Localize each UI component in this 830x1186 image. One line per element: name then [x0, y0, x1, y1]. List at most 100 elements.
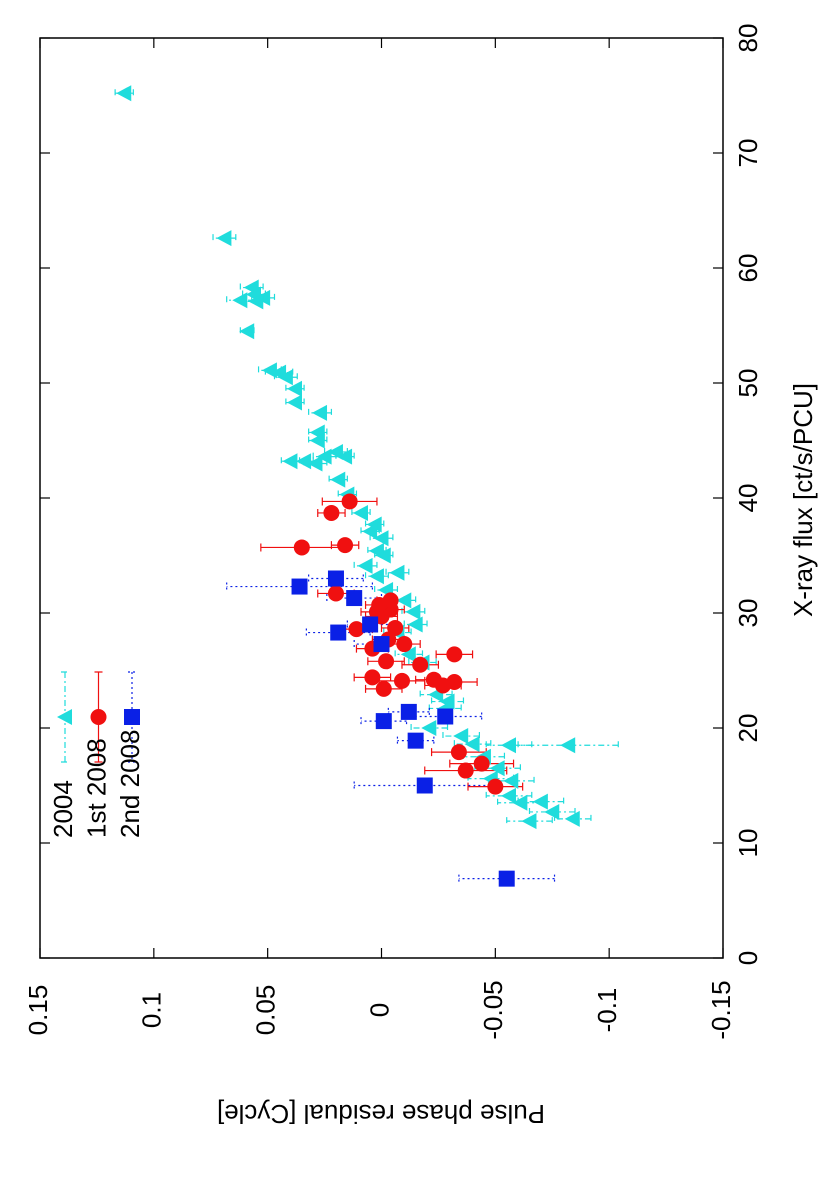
- error-bar: [485, 791, 533, 800]
- legend-label: 1st 2008: [81, 738, 111, 838]
- point: [364, 669, 381, 686]
- point: [366, 516, 382, 533]
- point: [323, 504, 340, 521]
- point: [396, 636, 413, 653]
- x-tick-label: 30: [733, 599, 763, 628]
- point: [337, 537, 354, 554]
- point: [353, 504, 369, 521]
- point: [544, 803, 560, 820]
- point: [560, 737, 576, 754]
- point: [389, 564, 405, 581]
- point: [393, 672, 410, 689]
- point: [489, 760, 505, 777]
- point: [286, 380, 302, 397]
- error-bar: [517, 741, 619, 750]
- point: [248, 293, 264, 310]
- point: [464, 736, 480, 753]
- point: [450, 744, 467, 761]
- point: [291, 578, 308, 595]
- point: [498, 870, 515, 887]
- error-bar: [528, 807, 576, 816]
- point: [346, 590, 363, 607]
- point: [487, 778, 504, 795]
- error-bar: [458, 874, 556, 883]
- x-axis-label: X-ray flux [ct/s/PCU]: [788, 383, 818, 617]
- point: [521, 813, 537, 830]
- error-bar: [396, 736, 435, 745]
- point: [378, 653, 395, 670]
- point: [375, 713, 392, 730]
- error-bar: [308, 574, 364, 583]
- point: [400, 646, 416, 663]
- y-tick-label: 0.1: [137, 992, 167, 1028]
- point: [407, 732, 424, 749]
- point: [375, 547, 391, 564]
- x-tick-label: 60: [733, 254, 763, 283]
- y-tick-label: 0: [364, 1003, 394, 1017]
- point: [437, 708, 454, 725]
- x-tick-label: 10: [733, 829, 763, 858]
- point: [564, 810, 580, 827]
- point: [512, 794, 528, 811]
- error-bar: [408, 658, 437, 667]
- point: [405, 603, 421, 620]
- point: [412, 656, 429, 673]
- point: [457, 762, 474, 779]
- point: [453, 728, 469, 745]
- legend-label: 2nd 2008: [115, 730, 145, 838]
- legend-label: 2004: [48, 780, 78, 838]
- point: [373, 636, 390, 653]
- point: [373, 530, 389, 547]
- point: [261, 362, 277, 379]
- point: [316, 448, 332, 465]
- y-tick-label: -0.15: [706, 980, 736, 1039]
- point: [407, 616, 423, 633]
- x-tick-label: 20: [733, 714, 763, 743]
- point: [396, 592, 412, 609]
- x-tick-label: 40: [733, 484, 763, 513]
- point: [239, 323, 255, 340]
- point: [500, 787, 516, 804]
- legend-marker: [90, 709, 107, 725]
- point: [362, 616, 379, 633]
- point: [348, 621, 365, 638]
- point: [337, 448, 353, 465]
- error-bar: [226, 582, 373, 591]
- point: [282, 453, 298, 470]
- error-bar: [506, 817, 553, 826]
- y-tick-label: 0.05: [251, 985, 281, 1036]
- x-tick-label: 70: [733, 139, 763, 168]
- point: [330, 471, 346, 488]
- point: [382, 592, 399, 609]
- x-tick-label: 0: [733, 951, 763, 965]
- y-axis-label: Pulse phase residual [Cycle]: [217, 1099, 545, 1129]
- point: [277, 369, 293, 386]
- point: [387, 619, 404, 636]
- point: [446, 646, 463, 663]
- y-tick-label: 0.15: [23, 985, 53, 1036]
- x-tick-label: 50: [733, 369, 763, 398]
- error-bar: [383, 628, 412, 637]
- point: [503, 772, 519, 789]
- point: [232, 292, 248, 309]
- point: [307, 455, 323, 472]
- y-tick-label: -0.1: [592, 988, 622, 1033]
- point: [400, 703, 417, 720]
- point: [327, 570, 344, 587]
- point: [368, 568, 384, 585]
- point: [327, 585, 344, 602]
- point: [293, 539, 310, 556]
- legend-marker: [57, 709, 72, 725]
- error-bar: [394, 650, 424, 659]
- point: [473, 755, 490, 772]
- point: [216, 230, 232, 247]
- x-tick-label: 80: [733, 24, 763, 53]
- point: [416, 777, 433, 794]
- point: [421, 720, 437, 736]
- point: [375, 680, 392, 697]
- point: [286, 394, 302, 411]
- legend-marker: [124, 709, 140, 725]
- point: [425, 671, 442, 688]
- point: [312, 404, 328, 421]
